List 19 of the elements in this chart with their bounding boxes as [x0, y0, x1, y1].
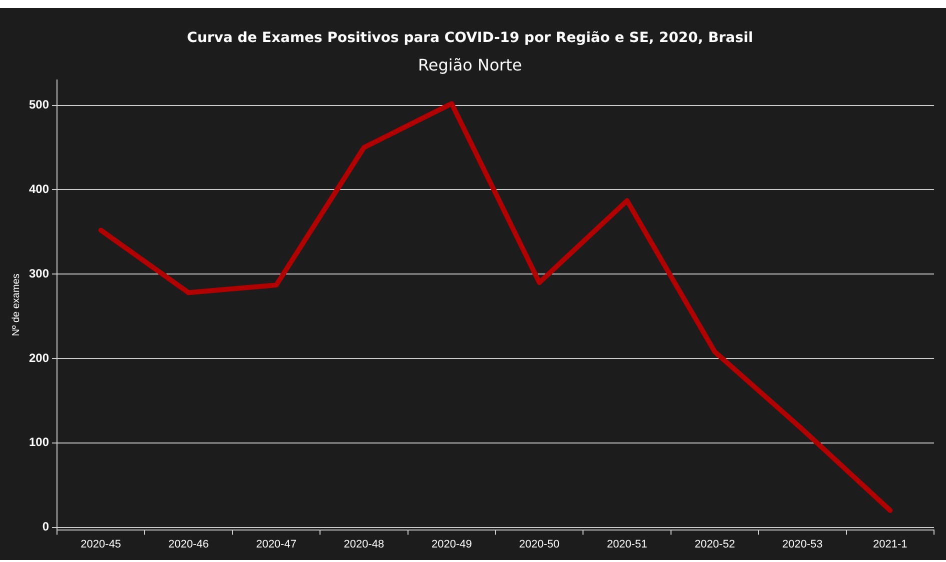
y-tick-label: 300 — [28, 266, 50, 280]
x-tick-label: 2020-47 — [256, 538, 296, 550]
x-tick-label: 2020-45 — [80, 538, 122, 550]
y-tick-label: 500 — [28, 98, 50, 112]
x-tick-label: 2020-48 — [344, 538, 384, 550]
x-tick-label: 2020-53 — [782, 538, 823, 550]
y-tick-label: 0 — [42, 520, 50, 534]
x-tick-label: 2020-46 — [168, 538, 209, 550]
y-axis-title: Nº de exames — [10, 274, 22, 336]
y-tick-label: 400 — [28, 182, 50, 196]
chart-title: Curva de Exames Positivos para COVID-19 por Região e SE, 2020, Brasil — [186, 30, 754, 46]
y-tick-label: 200 — [28, 350, 50, 365]
x-tick-label: 2020-49 — [431, 538, 472, 550]
x-tick-label: 2020-51 — [606, 538, 648, 550]
chart-subtitle: Região Norte — [418, 56, 522, 75]
y-tick-label: 100 — [28, 435, 50, 450]
x-tick-label: 2020-52 — [694, 538, 735, 550]
x-tick-label: 2020-50 — [519, 538, 560, 550]
x-tick-label: 2021-1 — [873, 538, 908, 550]
